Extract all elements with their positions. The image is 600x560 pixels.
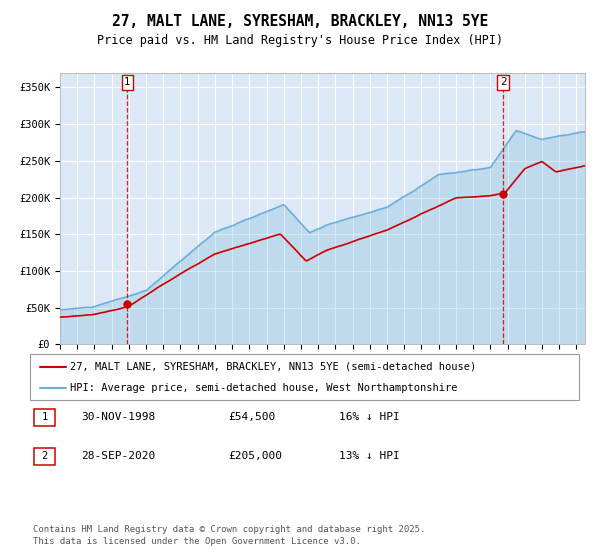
Text: 1: 1 [41,412,47,422]
Text: 16% ↓ HPI: 16% ↓ HPI [339,412,400,422]
Text: 27, MALT LANE, SYRESHAM, BRACKLEY, NN13 5YE (semi-detached house): 27, MALT LANE, SYRESHAM, BRACKLEY, NN13 … [70,362,476,372]
Text: HPI: Average price, semi-detached house, West Northamptonshire: HPI: Average price, semi-detached house,… [70,383,457,393]
FancyBboxPatch shape [34,448,55,465]
Text: 27, MALT LANE, SYRESHAM, BRACKLEY, NN13 5YE: 27, MALT LANE, SYRESHAM, BRACKLEY, NN13 … [112,14,488,29]
Text: Contains HM Land Registry data © Crown copyright and database right 2025.
This d: Contains HM Land Registry data © Crown c… [33,525,425,546]
Text: 2: 2 [41,451,47,461]
Text: Price paid vs. HM Land Registry's House Price Index (HPI): Price paid vs. HM Land Registry's House … [97,34,503,46]
Text: 30-NOV-1998: 30-NOV-1998 [81,412,155,422]
Text: £205,000: £205,000 [228,451,282,461]
FancyBboxPatch shape [34,409,55,426]
Text: £54,500: £54,500 [228,412,275,422]
FancyBboxPatch shape [30,354,579,400]
Text: 2: 2 [500,77,506,87]
Text: 28-SEP-2020: 28-SEP-2020 [81,451,155,461]
Text: 13% ↓ HPI: 13% ↓ HPI [339,451,400,461]
Text: 1: 1 [124,77,131,87]
